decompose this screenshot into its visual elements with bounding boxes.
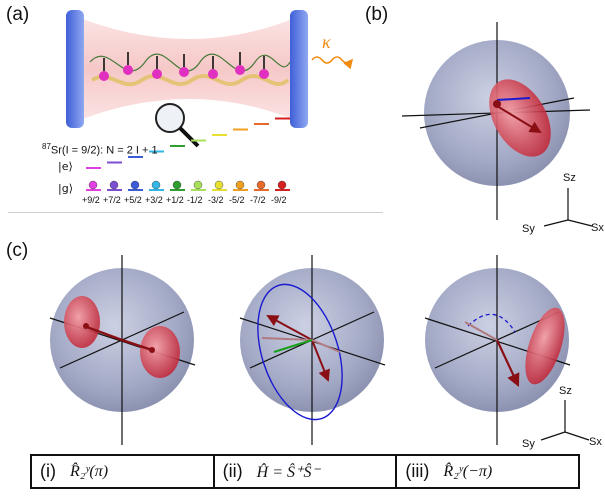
magnifier-icon	[155, 103, 200, 148]
panel-label-a: (a)	[6, 4, 30, 25]
excited-state-label: |e⟩	[58, 160, 73, 173]
lobe-right	[140, 326, 180, 378]
isotope-label: 87Sr(I = 9/2): N = 2 I + 1	[42, 142, 158, 157]
precession-circle	[257, 283, 343, 421]
ground-atom	[277, 180, 287, 190]
ground-atom	[151, 180, 161, 190]
mf-label: +1/2	[166, 195, 184, 205]
ground-atom	[235, 180, 245, 190]
ground-atom	[88, 180, 98, 190]
operator-index: (i)	[40, 461, 56, 481]
ground-state-label: |g⟩	[58, 182, 73, 195]
lobe-left	[64, 296, 100, 348]
bloch-sphere-c3	[424, 255, 571, 445]
operator-cell-3: (iii) R̂₂ʸ(−π)	[395, 456, 578, 487]
operator-cell-2: (ii) Ĥ = Ŝ⁺Ŝ⁻	[212, 456, 396, 487]
right-mirror	[290, 10, 308, 128]
operator-expr: Ĥ = Ŝ⁺Ŝ⁻	[256, 463, 320, 481]
mf-label: +9/2	[82, 195, 100, 205]
operator-cell-1: (i) R̂₂ʸ(π)	[32, 456, 213, 487]
ground-atom	[130, 180, 140, 190]
axis-sy-c: Sy	[522, 438, 535, 450]
panel-divider	[8, 212, 383, 213]
axes-triad-b	[543, 188, 593, 227]
mf-label: +5/2	[124, 195, 142, 205]
panel-label-c: (c)	[6, 240, 29, 261]
mf-label: -3/2	[208, 195, 224, 205]
operator-index: (iii)	[405, 461, 430, 481]
ground-atom	[256, 180, 266, 190]
ground-atom	[109, 180, 119, 190]
mf-label: -5/2	[229, 195, 245, 205]
isotope-text: Sr(I = 9/2): N = 2 I + 1	[50, 144, 158, 157]
axis-sx-b: Sx	[591, 222, 604, 234]
mf-label: +3/2	[145, 195, 163, 205]
axis-sy-b: Sy	[522, 223, 535, 235]
axis-sx-c: Sx	[589, 436, 602, 448]
isotope-mass: 87	[42, 142, 51, 151]
mf-label: -7/2	[250, 195, 266, 205]
ground-atom	[193, 180, 203, 190]
axis-sz-c: Sz	[559, 385, 572, 397]
cavity-emission-wave	[311, 56, 354, 70]
level-diagram	[86, 117, 290, 191]
ground-atom	[172, 180, 182, 190]
lattice-wave	[90, 73, 290, 87]
kappa-label: κ	[322, 32, 331, 52]
axis-sz-b: Sz	[563, 172, 576, 184]
operator-table: (i) R̂₂ʸ(π) (ii) Ĥ = Ŝ⁺Ŝ⁻ (iii) R̂₂ʸ(−π)	[30, 454, 580, 489]
mf-label: -9/2	[271, 195, 287, 205]
cavity-diagram	[66, 10, 354, 148]
lobe-c3	[525, 307, 565, 385]
rotation-path	[467, 313, 516, 333]
left-mirror	[66, 10, 84, 128]
mf-label: +7/2	[103, 195, 121, 205]
operator-expr: R̂₂ʸ(−π)	[443, 462, 493, 480]
bloch-sphere-c1	[49, 255, 196, 445]
operator-index: (ii)	[222, 461, 243, 481]
trapped-atoms	[99, 52, 269, 81]
operator-expr: R̂₂ʸ(π)	[70, 462, 109, 480]
panel-label-b: (b)	[365, 4, 389, 25]
ground-atom	[214, 180, 224, 190]
bloch-sphere-c2	[239, 255, 386, 445]
axes-triad-c	[540, 400, 590, 441]
bloch-sphere-b	[401, 22, 591, 220]
mf-label: -1/2	[187, 195, 203, 205]
